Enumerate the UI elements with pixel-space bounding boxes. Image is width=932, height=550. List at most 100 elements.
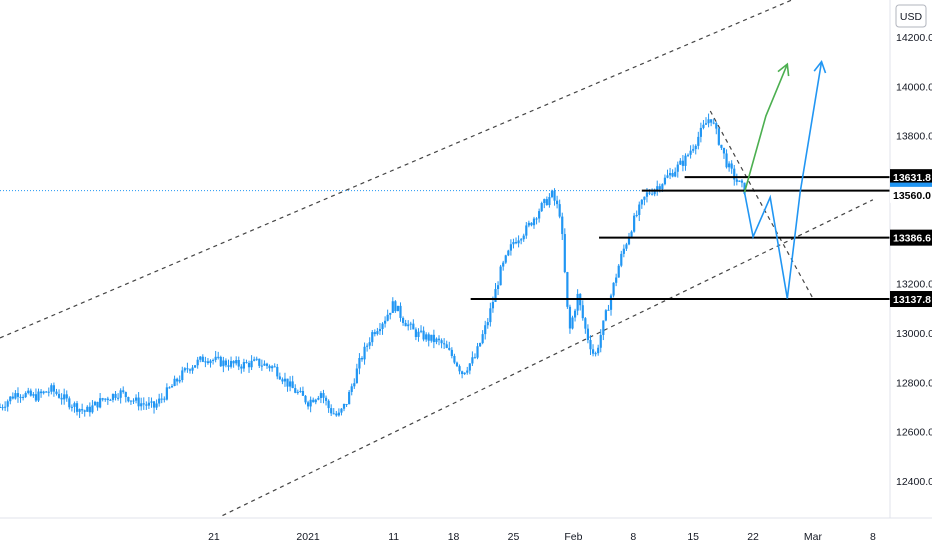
candle-body (489, 308, 492, 323)
candle-body (358, 358, 361, 369)
candle-body (245, 362, 248, 364)
candle-body (281, 379, 284, 382)
candle-body (296, 391, 299, 393)
candle-body (229, 360, 233, 367)
candle-body (242, 362, 245, 369)
candle-body (150, 401, 153, 403)
price-level-badge[interactable] (890, 169, 932, 186)
candle-body (702, 124, 705, 128)
candle-body (88, 406, 91, 413)
candle-body (609, 295, 613, 310)
currency-label: USD (900, 11, 923, 23)
price-level-badge[interactable] (890, 186, 932, 203)
candle-body (39, 391, 43, 394)
candle-body (34, 394, 38, 401)
candle-body (502, 262, 505, 267)
candle-body (255, 358, 258, 360)
price-tick-label: 13000.0 (896, 328, 932, 340)
candle-body (674, 171, 677, 177)
candle-body (127, 397, 130, 402)
price-level-badge[interactable] (890, 229, 932, 246)
candle-body (427, 334, 430, 341)
candle-body (75, 403, 79, 412)
time-tick-label: 15 (687, 531, 699, 543)
candle-body (132, 400, 135, 402)
time-tick-label: Feb (564, 531, 582, 543)
candle-body (183, 368, 186, 371)
candle-body (740, 180, 744, 183)
candle-body (496, 285, 500, 290)
time-axis[interactable]: 21 2021 11 18 25 Feb 8 15 22 Mar 8 (208, 531, 876, 543)
candle-body (209, 360, 212, 364)
candle-body (134, 397, 138, 401)
candle-body (104, 398, 107, 400)
candle-body (260, 365, 263, 367)
candle-body (584, 318, 587, 329)
candle-body (450, 349, 453, 356)
candle-body (658, 186, 661, 190)
green-projection-path[interactable] (743, 63, 789, 193)
candle-body (743, 182, 746, 194)
candle-body (540, 203, 543, 212)
candle-body (455, 362, 459, 367)
candle-body (638, 204, 641, 216)
candle-body (55, 391, 58, 394)
candle-body (1, 407, 4, 409)
channel-lower-line (222, 199, 874, 517)
candle-body (299, 390, 302, 392)
candle-body (645, 192, 649, 197)
candle-body (440, 340, 443, 344)
candle-body (514, 242, 518, 244)
candle-body (199, 356, 202, 360)
candle-body (625, 244, 628, 249)
candle-body (201, 356, 204, 362)
candle-body (663, 177, 667, 185)
blue-projection-path[interactable] (743, 61, 823, 299)
candle-body (137, 397, 140, 407)
candle-body (715, 123, 718, 129)
candle-body (168, 387, 171, 389)
candle-body (24, 392, 27, 397)
candle-body (37, 391, 40, 401)
candle-body (86, 406, 89, 412)
plot-area[interactable] (0, 0, 890, 518)
candle-body (232, 360, 235, 364)
candle-body (57, 393, 61, 398)
candle-body (147, 402, 151, 406)
price-tick-label: 13200.0 (896, 279, 932, 291)
candle-body (704, 123, 708, 125)
candle-body (468, 363, 471, 371)
candle-body (306, 402, 310, 407)
candle-body (435, 338, 438, 343)
candle-body (309, 399, 312, 407)
candle-body (276, 366, 279, 377)
candle-body (535, 218, 538, 220)
candle-body (725, 153, 728, 168)
candle-body (327, 400, 330, 409)
price-axis[interactable]: 12400.012600.012800.013000.013200.013400… (896, 32, 932, 488)
candle-body (63, 394, 66, 400)
candle-body (697, 136, 700, 146)
candle-body (607, 309, 610, 311)
candle-body (643, 196, 646, 200)
candle-body (525, 225, 528, 236)
currency-badge[interactable]: USD (895, 4, 927, 28)
level-layer (470, 176, 890, 301)
candle-body (466, 370, 469, 373)
candle-body (263, 363, 266, 366)
candle-body (265, 363, 269, 366)
candle-body (291, 381, 294, 389)
candle-body (381, 323, 384, 330)
candle-body (360, 358, 364, 360)
candle-body (142, 403, 145, 405)
candle-body (437, 338, 441, 341)
price-tick-label: 12400.0 (896, 476, 932, 488)
price-level-badge[interactable] (890, 291, 932, 308)
candle-body (730, 163, 733, 169)
candle-body (355, 368, 358, 384)
candle-body (728, 163, 731, 168)
candle-body (463, 372, 466, 375)
candle-body (448, 347, 451, 350)
candle-body (722, 147, 726, 154)
